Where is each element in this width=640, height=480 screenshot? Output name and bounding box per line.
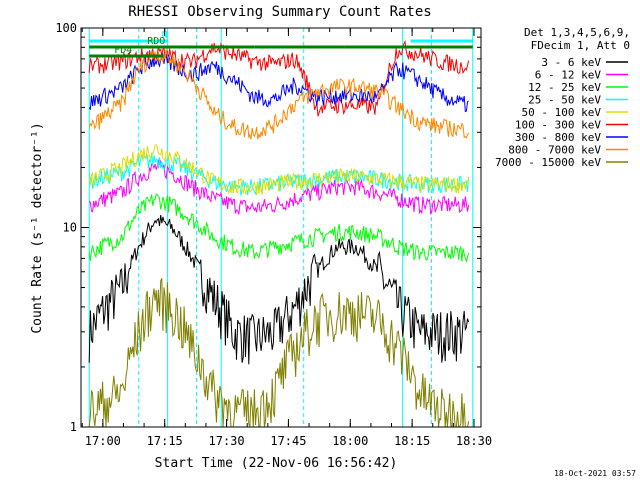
legend-label-3-6-kev: 3 - 6 keV — [541, 56, 601, 69]
series-line-3-6-kev — [88, 215, 470, 365]
legend-label-6-12-kev: 6 - 12 keV — [535, 69, 602, 82]
series-300-800-kev — [88, 53, 469, 113]
series-line-50-100-kev — [88, 144, 470, 196]
y-tick-label-100: 100 — [55, 21, 77, 35]
x-tick-label-0: 17:00 — [85, 434, 121, 448]
x-tick-label-4: 18:00 — [332, 434, 368, 448]
footer-timestamp: 18-Oct-2021 03:57 — [554, 469, 636, 478]
x-tick-label-3: 17:45 — [270, 434, 306, 448]
x-tick-label-1: 17:15 — [147, 434, 183, 448]
series-line-7000-15000-kev — [88, 278, 470, 427]
legend-label-100-300-kev: 100 - 300 keV — [515, 119, 601, 132]
series-line-12-25-kev — [88, 193, 470, 263]
x-tick-label-2: 17:30 — [209, 434, 245, 448]
series-7000-15000-kev — [88, 278, 470, 427]
legend-label-25-50-kev: 25 - 50 keV — [528, 94, 601, 107]
plot-clip-group — [88, 28, 474, 427]
y-axis-label: Count Rate (s⁻¹ detector⁻¹) — [30, 122, 45, 333]
series-3-6-kev — [88, 215, 470, 365]
legend-label-300-800-kev: 300 - 800 keV — [515, 131, 601, 144]
legend-label-12-25-kev: 12 - 25 keV — [528, 81, 601, 94]
series-100-300-kev — [88, 39, 470, 117]
plot-frame — [80, 27, 482, 428]
x-tick-label-5: 18:15 — [394, 434, 430, 448]
axes: 1 10 100 17:00 17:15 17:30 17:45 18:00 18:15 18:3… — [55, 21, 492, 448]
legend-header-line-2: FDecim 1, Att 0 — [531, 39, 630, 52]
series-line-100-300-kev — [88, 39, 470, 117]
x-axis-label: Start Time (22-Nov-06 16:56:42) — [155, 456, 398, 471]
series-line-300-800-kev — [88, 53, 469, 113]
plot-area: NRDOFD4 — [88, 28, 474, 427]
legend-label-800-7000-kev: 800 - 7000 keV — [508, 144, 601, 157]
y-tick-label-1: 1 — [70, 420, 77, 434]
chart-title: RHESSI Observing Summary Count Rates — [128, 4, 431, 20]
flag-label-fd4: FD4 — [114, 45, 132, 56]
legend-label-7000-15000-kev: 7000 - 15000 keV — [495, 156, 601, 169]
x-tick-label-6: 18:30 — [456, 434, 492, 448]
y-tick-label-10: 10 — [63, 221, 77, 235]
flag-label-rdo: RDO — [147, 36, 165, 47]
series-12-25-kev — [88, 193, 470, 263]
legend-label-50-100-kev: 50 - 100 keV — [522, 106, 602, 119]
series-50-100-kev — [88, 144, 470, 196]
legend: Det 1,3,4,5,6,9, FDecim 1, Att 0 3 - 6 k… — [495, 26, 630, 169]
legend-header-line-1: Det 1,3,4,5,6,9, — [524, 26, 630, 39]
